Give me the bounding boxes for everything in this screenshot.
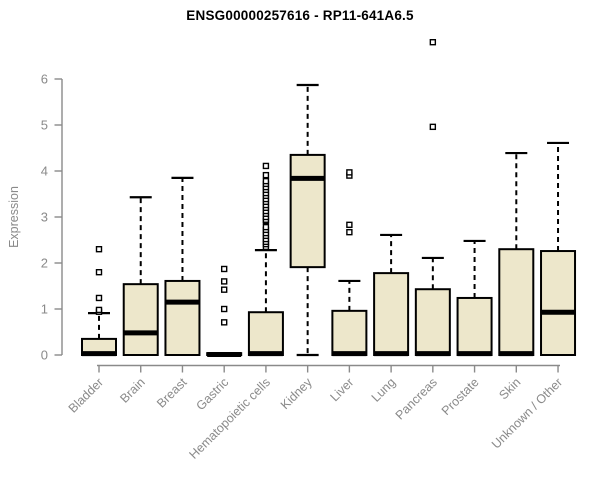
outlier-point xyxy=(95,306,103,314)
outlier-point xyxy=(429,39,437,46)
x-category-label: Kidney xyxy=(278,375,315,412)
y-tick-label: 5 xyxy=(41,118,48,133)
outlier-point xyxy=(346,221,353,229)
outlier-point xyxy=(220,305,228,313)
outlier-point xyxy=(95,245,103,253)
outlier-point xyxy=(220,278,228,285)
box-iqr xyxy=(164,279,201,356)
box-iqr xyxy=(498,248,535,356)
x-category-label: Gastric xyxy=(193,375,231,413)
outlier-point xyxy=(220,265,228,273)
box-iqr xyxy=(247,311,284,356)
y-tick-label: 1 xyxy=(41,302,48,317)
outlier-point xyxy=(262,177,270,185)
box-iqr xyxy=(289,153,326,269)
box-iqr xyxy=(331,309,368,356)
outlier-point xyxy=(429,123,437,131)
outlier-point xyxy=(262,223,270,231)
x-category-label: Breast xyxy=(154,375,190,411)
box-iqr xyxy=(122,283,159,356)
box-iqr xyxy=(373,272,410,356)
y-tick-label: 2 xyxy=(41,256,48,271)
outlier-point xyxy=(346,228,353,236)
box-iqr xyxy=(456,296,493,356)
box-iqr xyxy=(414,288,451,356)
box-iqr xyxy=(540,250,577,356)
x-category-label: Bladder xyxy=(66,375,106,415)
y-tick-label: 6 xyxy=(41,72,48,87)
y-tick-label: 3 xyxy=(41,210,48,225)
x-category-label: Lung xyxy=(369,375,399,405)
outlier-point xyxy=(95,269,103,276)
y-tick-label: 0 xyxy=(41,348,48,363)
outlier-point xyxy=(220,286,228,293)
x-category-label: Hematopoietic cells xyxy=(186,375,273,462)
outlier-point xyxy=(262,171,270,179)
outlier-point xyxy=(346,169,353,176)
x-category-label: Brain xyxy=(117,375,148,406)
x-category-label: Skin xyxy=(496,375,523,402)
x-category-label: Unknown / Other xyxy=(489,375,565,451)
y-tick-label: 4 xyxy=(41,164,48,179)
outlier-point xyxy=(262,162,270,170)
chart-title: ENSG00000257616 - RP11-641A6.5 xyxy=(186,8,414,23)
outlier-point xyxy=(220,319,228,326)
x-category-label: Prostate xyxy=(439,375,482,418)
x-category-label: Pancreas xyxy=(393,375,440,422)
outlier-point xyxy=(95,294,103,302)
x-category-label: Liver xyxy=(327,375,356,404)
